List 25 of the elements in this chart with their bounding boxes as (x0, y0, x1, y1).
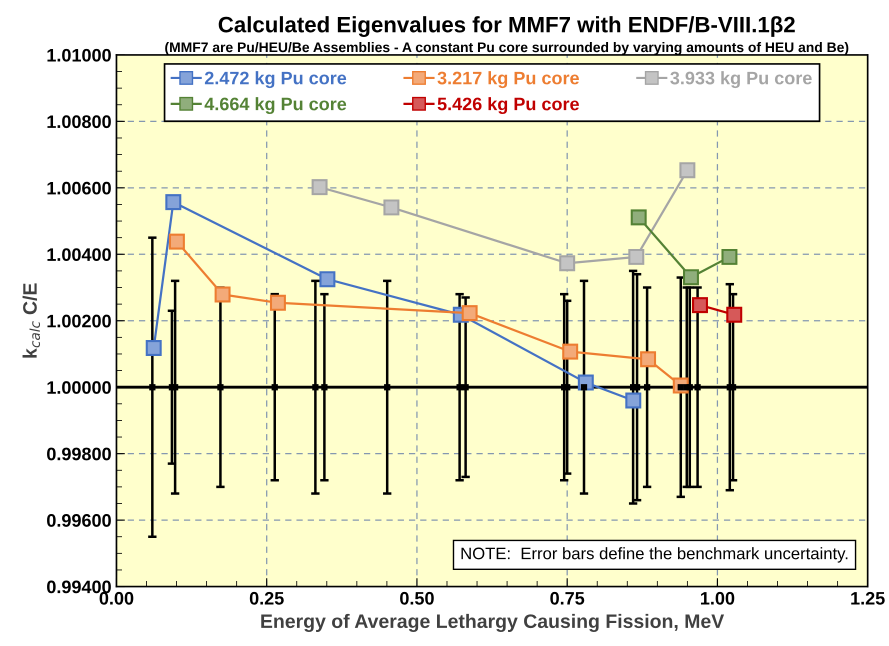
chart-subtitle: (MMF7 are Pu/HEU/Be Assemblies - A constant Pu core surrounded by varying amounts of HEU and Be) (165, 42, 848, 55)
x-tick-label: 0.00 (100, 592, 134, 605)
x-tick-label: 1.25 (851, 592, 885, 605)
y-tick-label: 1.00800 (47, 115, 111, 128)
y-axis-title: k$_{calc}$ C/E (22, 283, 40, 358)
y-tick-label: 0.99600 (47, 514, 111, 527)
legend-label: 5.426 kg Pu core (438, 97, 579, 114)
legend-label: 3.217 kg Pu core (437, 71, 579, 88)
annotation: NOTE: Error bars define the benchmark uncertainty. (462, 547, 848, 563)
x-tick-label: 0.25 (250, 592, 284, 605)
legend-label: 4.664 kg Pu core (204, 97, 346, 114)
x-tick-label: 0.75 (550, 592, 584, 605)
y-tick-label: 1.00400 (47, 248, 111, 261)
legend-label: 3.933 kg Pu core (670, 71, 812, 88)
y-tick-label: 1.00000 (47, 381, 111, 394)
y-tick-label: 0.99800 (47, 448, 111, 460)
y-tick-label: 0.99400 (47, 580, 111, 594)
x-tick-label: 1.00 (700, 592, 734, 605)
y-tick-label: 1.00200 (47, 314, 111, 328)
y-tick-label: 1.00600 (47, 182, 111, 195)
x-tick-label: 0.50 (400, 592, 434, 605)
legend-label: 2.472 kg Pu core (204, 71, 346, 88)
y-tick-label: 1.01000 (47, 48, 111, 62)
chart-title: Calculated Eigenvalues for MMF7 with ENDF/B-VIII.1β2 (218, 16, 795, 37)
x-axis-title: Energy of Average Lethargy Causing Fission, MeV (261, 614, 724, 632)
